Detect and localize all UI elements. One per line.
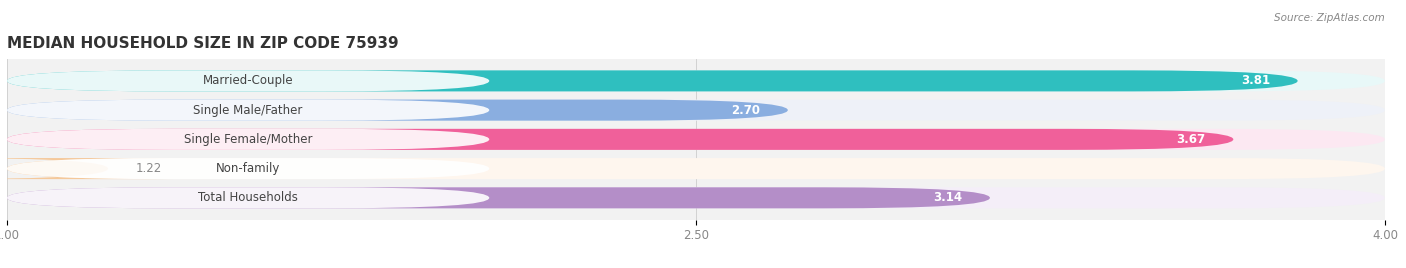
FancyBboxPatch shape <box>7 158 1385 179</box>
FancyBboxPatch shape <box>0 158 173 179</box>
FancyBboxPatch shape <box>7 187 990 208</box>
Text: Total Households: Total Households <box>198 191 298 204</box>
Text: 3.67: 3.67 <box>1177 133 1206 146</box>
Text: 3.14: 3.14 <box>934 191 962 204</box>
FancyBboxPatch shape <box>7 70 1385 91</box>
Text: Single Female/Mother: Single Female/Mother <box>184 133 312 146</box>
FancyBboxPatch shape <box>7 187 1385 208</box>
Text: Single Male/Father: Single Male/Father <box>194 104 302 117</box>
Text: MEDIAN HOUSEHOLD SIZE IN ZIP CODE 75939: MEDIAN HOUSEHOLD SIZE IN ZIP CODE 75939 <box>7 36 399 51</box>
FancyBboxPatch shape <box>7 158 489 179</box>
FancyBboxPatch shape <box>7 70 1298 91</box>
Text: Source: ZipAtlas.com: Source: ZipAtlas.com <box>1274 13 1385 23</box>
Text: 1.22: 1.22 <box>135 162 162 175</box>
Text: 2.70: 2.70 <box>731 104 761 117</box>
Text: 3.81: 3.81 <box>1241 75 1270 87</box>
FancyBboxPatch shape <box>7 129 489 150</box>
Text: Non-family: Non-family <box>217 162 280 175</box>
FancyBboxPatch shape <box>7 129 1385 150</box>
FancyBboxPatch shape <box>7 187 489 208</box>
Text: Married-Couple: Married-Couple <box>202 75 294 87</box>
FancyBboxPatch shape <box>7 129 1233 150</box>
FancyBboxPatch shape <box>7 100 489 121</box>
FancyBboxPatch shape <box>7 100 787 121</box>
FancyBboxPatch shape <box>7 70 489 91</box>
FancyBboxPatch shape <box>7 100 1385 121</box>
